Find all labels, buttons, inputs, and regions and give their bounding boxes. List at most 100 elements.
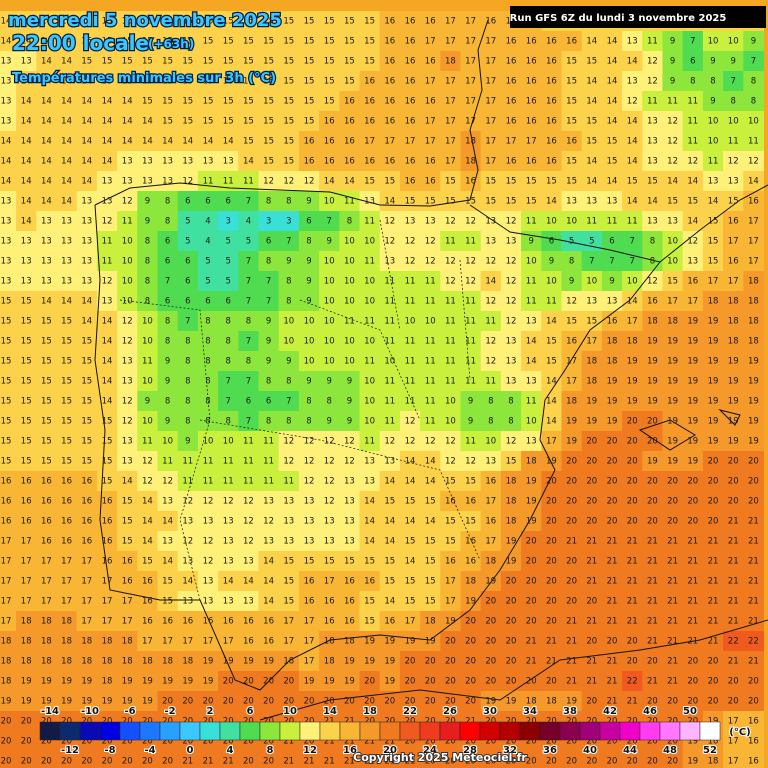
cell [238,311,259,332]
cell-value: 13 [122,357,133,367]
cell [642,31,663,52]
cell-value: 17 [687,297,698,307]
cell-value: 7 [246,337,251,347]
cell-value: 13 [607,297,618,307]
cell-value: 10 [364,237,375,247]
cell [56,551,78,572]
cell [319,411,340,432]
cell-value: 19 [728,377,739,387]
cell [16,31,37,52]
cell-value: 14 [405,517,416,527]
cell [581,231,603,252]
cell-value: 15 [61,357,72,367]
cell-value: 17 [465,17,476,27]
cell-value: 19 [384,677,395,687]
cell-value: 12 [667,117,678,127]
cell-value: 15 [607,137,618,147]
cell-value: 12 [142,457,153,467]
cell-value: 13 [81,257,92,267]
cell-value: 8 [266,417,271,427]
cell [157,331,179,352]
cell-value: 8 [650,257,655,267]
cell-value: 19 [667,337,678,347]
cell [238,131,259,152]
cell-value: 13 [122,457,133,467]
cell-value: 10 [122,257,133,267]
cell-value: 13 [223,517,234,527]
cell-value: 15 [283,57,294,67]
cell-value: 15 [627,177,638,187]
cell-value: 15 [243,117,254,127]
cell-value: 20 [283,677,294,687]
cell-value: 16 [485,477,496,487]
cell [521,351,542,372]
cell [56,31,78,52]
cell-value: 14 [81,157,92,167]
cell [622,591,643,612]
cell-value: 20 [647,497,658,507]
cell-value: 13 [81,197,92,207]
cell [238,231,259,252]
cell [177,91,199,112]
legend-label: 44 [623,745,637,756]
cell [642,271,663,292]
cell-value: 12 [182,497,193,507]
cell-value: 9 [306,257,311,267]
cell-value: 14 [607,37,618,47]
cell-value: 19 [607,417,618,427]
cell-value: 14 [1,157,12,167]
cell-value: 15 [445,537,456,547]
cell [662,171,684,192]
cell-value: 20 [667,697,678,707]
cell [278,31,300,52]
cell-value: 15 [21,297,32,307]
cell [440,571,461,592]
cell [278,251,300,272]
cell-value: 12 [384,437,395,447]
cell [561,311,583,332]
cell-value: 16 [425,17,436,27]
cell-value: 17 [122,617,133,627]
cell-value: 15 [283,37,294,47]
cell-value: 15 [1,397,12,407]
cell-value: 11 [425,357,436,367]
cell [218,491,239,512]
cell [480,151,502,172]
cell-value: 9 [306,277,311,287]
cell [36,451,57,472]
cell-value: 14 [21,137,32,147]
cell [76,491,98,512]
cell-value: 13 [1,117,12,127]
cell [662,571,684,592]
cell-value: 12 [647,277,658,287]
cell-value: 14 [142,497,153,507]
cell-value: 20 [21,717,32,727]
cell [76,571,98,592]
cell [420,111,441,132]
cell-value: 16 [546,117,557,127]
cell-value: 11 [465,377,476,387]
cell [0,111,17,132]
cell [359,11,381,32]
cell [379,591,401,612]
cell [521,551,542,572]
cell-value: 13 [324,517,335,527]
cell-value: 17 [445,77,456,87]
cell [258,231,280,252]
cell [723,231,744,252]
cell [642,371,663,392]
cell [76,351,98,372]
cell-value: 17 [41,597,52,607]
cell-value: 9 [145,217,150,227]
cell [500,91,522,112]
cell [379,391,401,412]
cell-value: 20 [566,557,577,567]
cell-value: 17 [304,657,315,667]
cell-value: 17 [506,137,517,147]
cell [177,331,199,352]
cell [36,291,57,312]
cell [601,211,623,232]
legend-label: 6 [247,706,254,717]
cell-value: 15 [1,417,12,427]
